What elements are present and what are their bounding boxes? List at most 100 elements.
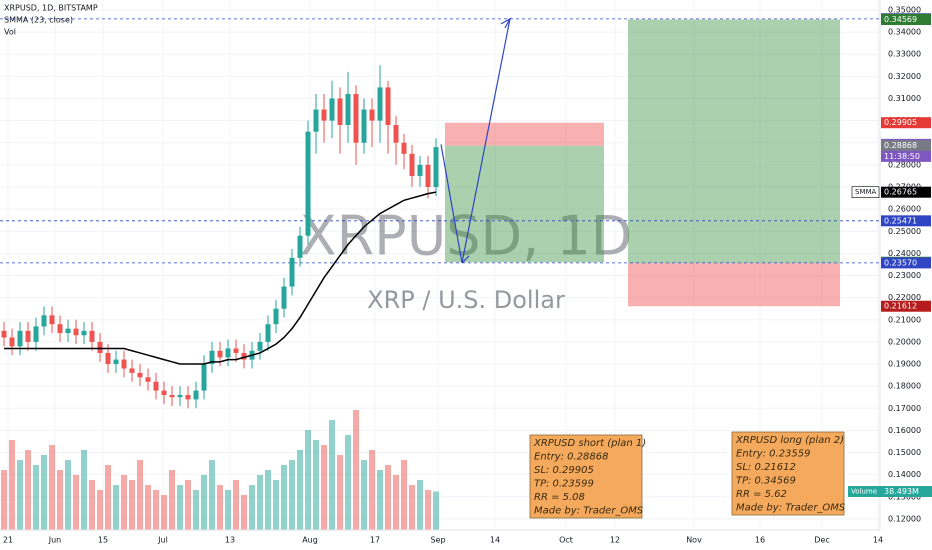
volume-bar — [249, 485, 255, 530]
candle-body — [329, 98, 335, 121]
price-label: 0.21612 — [884, 302, 917, 311]
volume-bar — [129, 480, 135, 530]
stop-zone — [445, 122, 604, 146]
volume-bar — [81, 450, 87, 530]
candle-body — [345, 94, 351, 126]
candle-body — [353, 94, 359, 143]
candle-body — [121, 359, 127, 369]
volume-bar — [225, 490, 231, 530]
volume-bar — [305, 430, 311, 530]
x-tick-label: 14 — [873, 536, 883, 545]
candle-body — [281, 286, 287, 309]
target-zone — [445, 145, 604, 263]
candle-body — [305, 131, 311, 236]
candle-body — [25, 330, 31, 342]
price-label-bg — [881, 117, 931, 129]
y-tick-label: 0.28000 — [888, 160, 921, 169]
x-tick-label: 14 — [490, 536, 500, 545]
x-tick-label: 12 — [610, 536, 620, 545]
volume-bar — [401, 460, 407, 530]
x-tick-label: Dec — [814, 536, 829, 545]
x-tick-label: Sep — [430, 536, 445, 545]
volume-bar — [329, 420, 335, 530]
candle-body — [137, 372, 143, 378]
info-box — [529, 434, 643, 519]
candle-body — [9, 337, 15, 347]
x-tick-label: 13 — [225, 536, 235, 545]
candle-body — [417, 164, 423, 176]
y-tick-label: 0.24000 — [888, 249, 921, 258]
candle-body — [233, 348, 239, 353]
volume-bar — [105, 465, 111, 530]
candle-body — [337, 98, 343, 126]
volume-bar — [209, 460, 215, 530]
x-tick-label: Jul — [157, 536, 168, 545]
volume-bar — [417, 480, 423, 530]
candle-body — [129, 368, 135, 373]
countdown: 11:38:50 — [884, 152, 920, 161]
candle-body — [225, 348, 231, 358]
candle-body — [185, 395, 191, 400]
candle-body — [433, 147, 439, 187]
candle-body — [313, 109, 319, 132]
candle-body — [361, 109, 367, 143]
candle-body — [297, 235, 303, 258]
y-tick-label: 0.20000 — [888, 337, 921, 346]
x-tick-label: Oct — [559, 536, 573, 545]
y-tick-label: 0.14000 — [888, 470, 921, 479]
info-line: XRPUSD short (plan 1) — [533, 438, 646, 449]
candle-body — [377, 87, 383, 121]
candle-body — [177, 395, 183, 398]
volume-bar — [9, 440, 15, 530]
x-tick-label: 21 — [3, 536, 13, 545]
arrow-head — [461, 255, 470, 264]
x-tick-label: Aug — [302, 536, 318, 545]
price-label-bg — [881, 140, 931, 152]
candle-body — [33, 326, 39, 342]
candle-body — [425, 164, 431, 187]
volume-bar — [425, 490, 431, 530]
volume-bar — [361, 460, 367, 530]
y-tick-label: 0.22000 — [888, 293, 921, 302]
volume-bar — [385, 465, 391, 530]
y-tick-label: 0.16000 — [888, 426, 921, 435]
candle-body — [73, 328, 79, 336]
volume-tag: Volume — [851, 488, 877, 496]
candle-body — [393, 125, 399, 143]
volume-legend: Vol — [4, 28, 16, 37]
price-label: 0.34569 — [884, 15, 917, 24]
price-label-bg — [881, 257, 931, 269]
y-tick-label: 0.18000 — [888, 382, 921, 391]
volume-bar — [1, 470, 7, 530]
y-tick-label: 0.15000 — [888, 448, 921, 457]
stop-zone — [628, 263, 840, 307]
candle-body — [401, 142, 407, 154]
arrow-head — [500, 17, 512, 29]
candle-body — [1, 330, 7, 338]
volume-bar — [137, 460, 143, 530]
volume-bar — [321, 445, 327, 530]
price-label: 0.25471 — [884, 216, 917, 225]
volume-bar — [41, 455, 47, 530]
volume-bar — [57, 470, 63, 530]
volume-bar — [193, 490, 199, 530]
smma-tag: SMMA — [855, 188, 877, 196]
candle-body — [201, 364, 207, 391]
y-tick-label: 0.12000 — [888, 514, 921, 523]
y-tick-label: 0.25000 — [888, 227, 921, 236]
candle-body — [169, 395, 175, 398]
indicator: SMMA (23, close) — [4, 16, 73, 25]
volume-bar — [433, 491, 439, 530]
info-line: Entry: 0.28868 — [534, 452, 609, 463]
x-tick-label: Nov — [686, 536, 702, 545]
info-line: SL: 0.21612 — [736, 462, 796, 473]
candle-body — [153, 381, 159, 391]
x-tick-label: Jun — [48, 536, 62, 545]
volume-bar — [273, 480, 279, 530]
candle-body — [81, 330, 87, 336]
volume-bar — [169, 470, 175, 530]
y-tick-label: 0.35000 — [888, 5, 921, 14]
smma-line — [4, 191, 437, 365]
y-tick-label: 0.26000 — [888, 205, 921, 214]
